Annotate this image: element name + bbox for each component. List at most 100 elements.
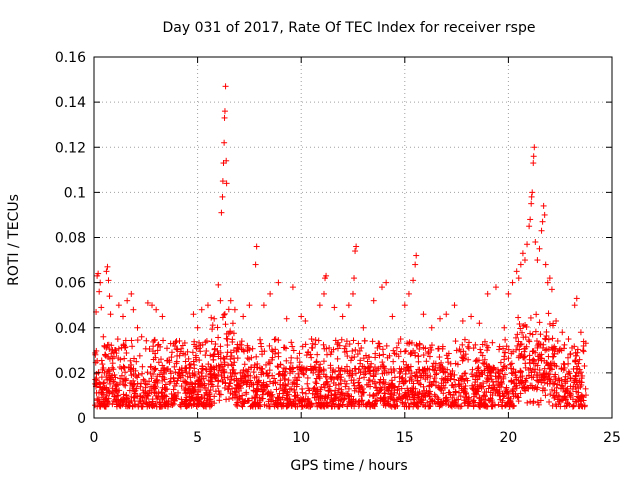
data-point-dense bbox=[461, 370, 468, 377]
data-point bbox=[534, 257, 541, 264]
data-point bbox=[571, 302, 578, 309]
data-point-dense bbox=[414, 377, 421, 384]
data-point-dense bbox=[133, 358, 140, 365]
data-point-dense bbox=[228, 373, 235, 380]
data-point bbox=[173, 358, 180, 365]
data-point-dense bbox=[224, 374, 231, 381]
data-point-dense bbox=[517, 341, 524, 348]
data-point-dense bbox=[465, 356, 472, 363]
data-point-dense bbox=[234, 403, 241, 410]
data-point-dense bbox=[357, 357, 364, 364]
data-point-dense bbox=[196, 396, 203, 403]
y-tick-label: 0.12 bbox=[55, 140, 86, 156]
data-point-dense bbox=[361, 368, 368, 375]
data-point-dense bbox=[195, 368, 202, 375]
data-point-dense bbox=[347, 357, 354, 364]
data-point-dense bbox=[554, 338, 561, 345]
data-point-dense bbox=[230, 330, 237, 337]
data-point-dense bbox=[552, 376, 559, 383]
data-point-dense bbox=[243, 381, 250, 388]
data-point-dense bbox=[428, 382, 435, 389]
data-point-dense bbox=[174, 352, 181, 359]
data-point-dense bbox=[254, 388, 261, 395]
data-point-dense bbox=[496, 343, 503, 350]
data-point-dense bbox=[454, 361, 461, 368]
data-point-dense bbox=[364, 358, 371, 365]
data-point bbox=[538, 227, 545, 234]
data-point-dense bbox=[94, 397, 101, 404]
data-point-dense bbox=[169, 402, 176, 409]
data-point-dense bbox=[452, 338, 459, 345]
data-point-dense bbox=[431, 391, 438, 398]
data-point-dense bbox=[198, 370, 205, 377]
x-tick-label: 10 bbox=[292, 430, 310, 446]
data-point-dense bbox=[456, 383, 463, 390]
data-point-dense bbox=[306, 387, 313, 394]
data-point-dense bbox=[488, 376, 495, 383]
data-point-dense bbox=[254, 379, 261, 386]
data-point-dense bbox=[214, 324, 221, 331]
data-point-dense bbox=[132, 372, 139, 379]
data-point-dense bbox=[279, 368, 286, 375]
data-point-dense bbox=[505, 395, 512, 402]
data-point-dense bbox=[517, 325, 524, 332]
data-point-dense bbox=[556, 347, 563, 354]
x-tick-label: 15 bbox=[396, 430, 414, 446]
data-point bbox=[97, 381, 104, 388]
data-point-dense bbox=[107, 380, 114, 387]
data-point bbox=[252, 261, 259, 268]
data-point-dense bbox=[561, 341, 568, 348]
data-point-dense bbox=[253, 387, 260, 394]
data-point-dense bbox=[113, 350, 120, 357]
data-point-dense bbox=[139, 394, 146, 401]
data-point-dense bbox=[288, 385, 295, 392]
data-point-dense bbox=[358, 401, 365, 408]
data-point-dense bbox=[334, 389, 341, 396]
data-point-dense bbox=[508, 378, 515, 385]
data-point-dense bbox=[461, 336, 468, 343]
data-point-dense bbox=[99, 385, 106, 392]
data-point-dense bbox=[189, 370, 196, 377]
data-point-dense bbox=[267, 378, 274, 385]
data-point-dense bbox=[344, 368, 351, 375]
y-tick-label: 0 bbox=[77, 411, 86, 427]
data-point-dense bbox=[139, 403, 146, 410]
data-point-dense bbox=[283, 357, 290, 364]
data-point-dense bbox=[545, 310, 552, 317]
data-point-dense bbox=[505, 355, 512, 362]
data-point-dense bbox=[565, 400, 572, 407]
data-point-dense bbox=[547, 391, 554, 398]
data-point-dense bbox=[304, 380, 311, 387]
data-point-dense bbox=[415, 391, 422, 398]
data-point-dense bbox=[138, 380, 145, 387]
data-point-dense bbox=[212, 374, 219, 381]
data-point-dense bbox=[531, 368, 538, 375]
data-point bbox=[130, 306, 137, 313]
data-point-dense bbox=[401, 392, 408, 399]
data-point-dense bbox=[536, 352, 543, 359]
data-point-dense bbox=[335, 381, 342, 388]
data-point-dense bbox=[221, 384, 228, 391]
data-point-dense bbox=[484, 403, 491, 410]
data-point-dense bbox=[577, 401, 584, 408]
data-point-dense bbox=[535, 341, 542, 348]
data-point bbox=[323, 272, 330, 279]
data-point-dense bbox=[335, 397, 342, 404]
data-point-dense bbox=[337, 371, 344, 378]
data-point-dense bbox=[283, 386, 290, 393]
data-point-dense bbox=[394, 402, 401, 409]
data-point-dense bbox=[536, 319, 543, 326]
data-point-dense bbox=[395, 340, 402, 347]
data-point-dense bbox=[209, 326, 216, 333]
data-point-dense bbox=[503, 385, 510, 392]
data-point-dense bbox=[362, 352, 369, 359]
data-point-dense bbox=[131, 355, 138, 362]
data-point-dense bbox=[151, 337, 158, 344]
data-point-dense bbox=[334, 345, 341, 352]
data-point-dense bbox=[331, 390, 338, 397]
data-point-dense bbox=[382, 379, 389, 386]
data-point-dense bbox=[469, 373, 476, 380]
data-point-dense bbox=[323, 400, 330, 407]
data-point-dense bbox=[376, 343, 383, 350]
data-point-dense bbox=[409, 388, 416, 395]
